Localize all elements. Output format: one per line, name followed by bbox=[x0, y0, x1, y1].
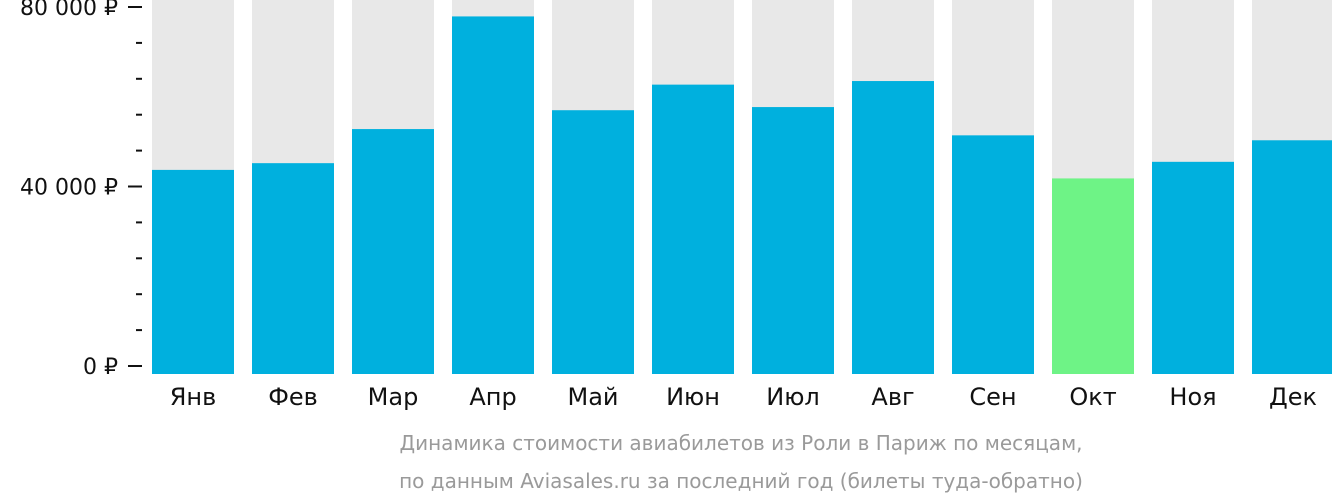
x-tick-label-7: Июл bbox=[766, 383, 820, 411]
bar-6[interactable] bbox=[652, 84, 734, 374]
x-tick-label-3: Мар bbox=[368, 383, 419, 411]
x-tick-label-6: Июн bbox=[666, 383, 720, 411]
bar-11[interactable] bbox=[1152, 161, 1234, 374]
y-axis: 0 ₽ 40 000 ₽ 80 000 ₽ bbox=[20, 0, 142, 380]
y-tick-label-1: 0 ₽ bbox=[83, 355, 118, 380]
x-axis: Янв Фев Мар Апр Май Июн Июл Авг Сен Окт Ноя Дек bbox=[170, 383, 1317, 411]
y-tick-label-2: 40 000 ₽ bbox=[20, 176, 118, 201]
bar-7[interactable] bbox=[752, 107, 834, 374]
bar-1[interactable] bbox=[152, 169, 234, 374]
x-tick-label-12: Дек bbox=[1269, 383, 1317, 411]
bar-12[interactable] bbox=[1252, 140, 1332, 374]
bars bbox=[152, 16, 1332, 375]
chart-caption-line-2: по данным Aviasales.ru за последний год … bbox=[399, 469, 1083, 493]
bar-9[interactable] bbox=[952, 135, 1034, 374]
bar-8[interactable] bbox=[852, 81, 934, 374]
x-tick-label-5: Май bbox=[567, 383, 618, 411]
y-tick-label-3: 80 000 ₽ bbox=[20, 0, 118, 21]
bar-5[interactable] bbox=[552, 110, 634, 375]
x-tick-label-2: Фев bbox=[268, 383, 318, 411]
bar-4[interactable] bbox=[452, 16, 534, 375]
x-tick-label-11: Ноя bbox=[1169, 383, 1216, 411]
x-tick-label-10: Окт bbox=[1069, 383, 1116, 411]
bar-10[interactable] bbox=[1052, 178, 1134, 374]
x-tick-label-9: Сен bbox=[969, 383, 1016, 411]
x-tick-label-1: Янв bbox=[170, 383, 217, 411]
x-tick-label-4: Апр bbox=[469, 383, 516, 411]
bar-2[interactable] bbox=[252, 163, 334, 374]
x-tick-label-8: Авг bbox=[871, 383, 914, 411]
bar-3[interactable] bbox=[352, 129, 434, 374]
chart-caption-line-1: Динамика стоимости авиабилетов из Роли в… bbox=[399, 431, 1082, 455]
